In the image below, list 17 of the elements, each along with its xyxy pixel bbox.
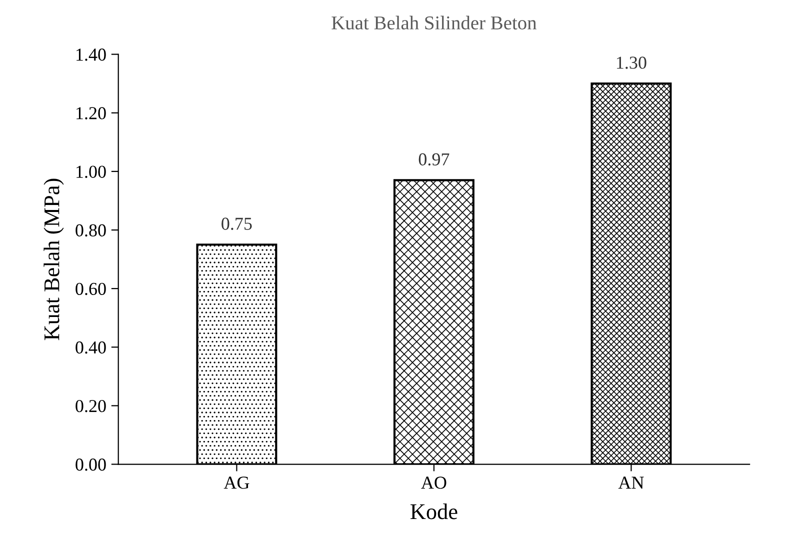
- y-tick-label: 0.80: [76, 224, 106, 237]
- y-tick-label: 0.20: [76, 400, 106, 412]
- x-tick-label: AN: [618, 476, 644, 489]
- y-tick-label: 0.00: [76, 458, 106, 471]
- y-axis-title: Kuat Belah (MPa): [44, 178, 64, 340]
- data-label: 1.30: [616, 56, 646, 69]
- x-tick-label: AO: [421, 476, 446, 489]
- y-tick-label: 1.20: [76, 107, 106, 120]
- y-tick-label: 1.40: [76, 48, 106, 61]
- x-tick-label: AG: [224, 476, 250, 489]
- data-label: 0.97: [418, 153, 450, 166]
- y-tick-label: 0.60: [76, 282, 106, 296]
- y-tick-label: 1.00: [76, 166, 106, 178]
- chart-title: Kuat Belah Silinder Beton: [332, 16, 537, 30]
- x-axis-title: Kode: [410, 504, 458, 520]
- data-label: 0.75: [222, 218, 252, 230]
- y-tick-label: 0.40: [76, 341, 106, 354]
